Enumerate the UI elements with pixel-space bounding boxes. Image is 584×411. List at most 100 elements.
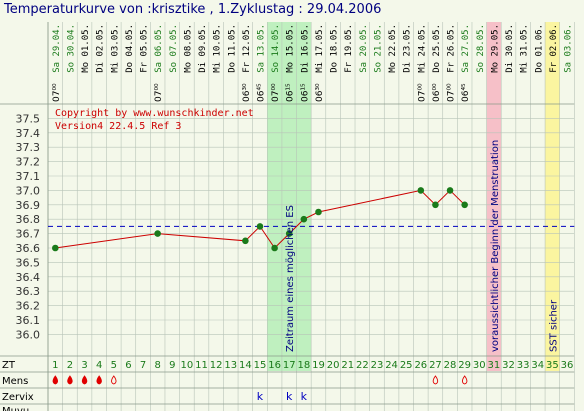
y-tick-label: 37.3: [16, 141, 41, 154]
y-tick-label: 36.3: [16, 285, 41, 298]
highlight-band: [267, 22, 312, 371]
date-label: Do 25.05.: [432, 24, 442, 73]
date-label: Fr 02.06.: [549, 24, 559, 73]
date-label: Di 02.05.: [96, 24, 106, 73]
annotations: Copyright by www.wunschkinder.net Version…: [55, 108, 254, 132]
data-point: [52, 244, 59, 252]
highlight-band: [545, 22, 560, 371]
cycle-day-number: 21: [341, 360, 354, 371]
cycle-day-number: 15: [254, 360, 267, 371]
cycle-day-number: 25: [400, 360, 413, 371]
annotation-text: Copyright by www.wunschkinder.net: [55, 108, 254, 119]
date-label: Sa 03.06.: [564, 24, 574, 73]
date-label: Mo 08.05.: [183, 24, 193, 73]
data-point: [256, 223, 264, 230]
cycle-day-number: 2: [67, 360, 73, 371]
date-label: Fr 19.05.: [344, 24, 354, 73]
cycle-day-number: 35: [546, 360, 559, 371]
data-point: [300, 215, 308, 223]
y-tick-label: 37.1: [16, 170, 41, 183]
cycle-day-number: 6: [125, 360, 131, 371]
cycle-day-number: 3: [81, 360, 87, 371]
date-label: Di 09.05.: [198, 24, 208, 73]
cycle-day-number: 5: [111, 360, 117, 371]
data-point: [154, 230, 161, 237]
data-point: [446, 187, 454, 194]
cycle-day-number: 16: [268, 360, 281, 371]
annotation-text: Version4 22.4.5 Ref 3: [55, 121, 181, 132]
time-label: 06³⁰: [242, 83, 252, 102]
mens-drop-filled-icon: [67, 375, 73, 385]
date-label: Mi 03.05.: [110, 24, 120, 73]
y-tick-label: 37.2: [16, 156, 41, 169]
cycle-day-number: 26: [414, 360, 427, 371]
date-label: Do 01.06.: [534, 24, 544, 73]
date-label: Mo 29.05.: [490, 24, 500, 73]
time-label: 07⁰⁰: [154, 83, 164, 102]
date-label: So 28.05.: [476, 24, 486, 73]
date-label: Sa 20.05.: [359, 24, 369, 73]
cycle-day-number: 11: [195, 360, 208, 371]
mens-drop-outline-icon: [111, 375, 117, 385]
cycle-day-number: 20: [327, 360, 340, 371]
cycle-day-number: 24: [385, 360, 398, 371]
date-label: Sa 13.05.: [256, 24, 266, 73]
date-label: Mo 15.05.: [286, 24, 296, 73]
time-label: 07⁰⁰: [271, 83, 281, 102]
band-labels: Zeitraum eines möglichen ES voraussichtli…: [285, 140, 559, 352]
mens-drop-filled-icon: [96, 375, 102, 385]
data-point: [461, 201, 468, 209]
cycle-day-number: 28: [444, 360, 457, 371]
date-label: Mo 22.05.: [388, 24, 398, 73]
cycle-day-number: 4: [96, 360, 102, 371]
date-label: Fr 05.05.: [140, 24, 150, 73]
cycle-day-number: 29: [458, 360, 471, 371]
cycle-day-number: 36: [561, 360, 574, 371]
data-point: [315, 208, 322, 216]
mens-drop-filled-icon: [52, 375, 59, 385]
mens-label: Mens: [2, 376, 28, 387]
cycle-day-number: 27: [429, 360, 442, 371]
y-tick-label: 36.1: [16, 314, 41, 327]
zervix-mark: k: [257, 390, 264, 403]
cycle-day-number: 13: [224, 360, 237, 371]
data-point: [271, 244, 278, 252]
highlight-band: [486, 22, 502, 371]
band-label: SST sicher: [548, 299, 559, 352]
cycle-day-number: 33: [517, 360, 530, 371]
cycle-day-number: 17: [283, 360, 296, 371]
date-label: Do 04.05.: [125, 24, 135, 73]
bottom-rows: ZTMensZervixMuvu123456789101112131415161…: [2, 360, 573, 411]
time-label: 06¹⁵: [300, 83, 310, 102]
date-label: Mi 24.05.: [417, 24, 427, 73]
y-tick-label: 36.6: [16, 242, 41, 255]
time-label: 06⁴⁵: [256, 83, 266, 102]
cycle-day-number: 12: [210, 360, 223, 371]
cycle-day-number: 34: [531, 360, 544, 371]
date-label: Mi 17.05.: [315, 24, 325, 73]
time-label: 06⁰⁰: [432, 83, 442, 102]
cycle-day-number: 23: [371, 360, 384, 371]
time-label: 07⁰⁰: [52, 83, 62, 102]
date-header: Sa 29.04. So 30.04. Mo 01.05. Di 02.05. Mi 0…: [52, 24, 574, 73]
mens-drop-outline-icon: [432, 375, 439, 385]
y-tick-label: 36.7: [16, 228, 41, 241]
date-label: Mi 31.05.: [520, 24, 530, 73]
date-label: So 14.05.: [271, 24, 281, 73]
time-label: 07⁰⁰: [447, 83, 457, 102]
y-tick-label: 36.9: [16, 199, 41, 212]
band-label: voraussichtlicher Beginn der Menstruatio…: [490, 140, 501, 352]
cycle-day-number: 7: [140, 360, 146, 371]
date-label: So 07.05.: [169, 24, 179, 73]
date-label: So 30.04.: [66, 24, 76, 73]
temperature-series: [52, 187, 468, 252]
y-tick-label: 37.4: [16, 127, 41, 140]
date-label: Do 18.05.: [330, 24, 340, 73]
date-label: Mo 01.05.: [81, 24, 91, 73]
date-label: Fr 12.05.: [242, 24, 252, 73]
chart-title: Temperaturkurve von :krisztike , 1.Zyklu…: [4, 2, 382, 17]
data-point: [432, 201, 439, 209]
y-tick-label: 36.2: [16, 300, 41, 313]
y-tick-label: 36.5: [16, 256, 41, 269]
